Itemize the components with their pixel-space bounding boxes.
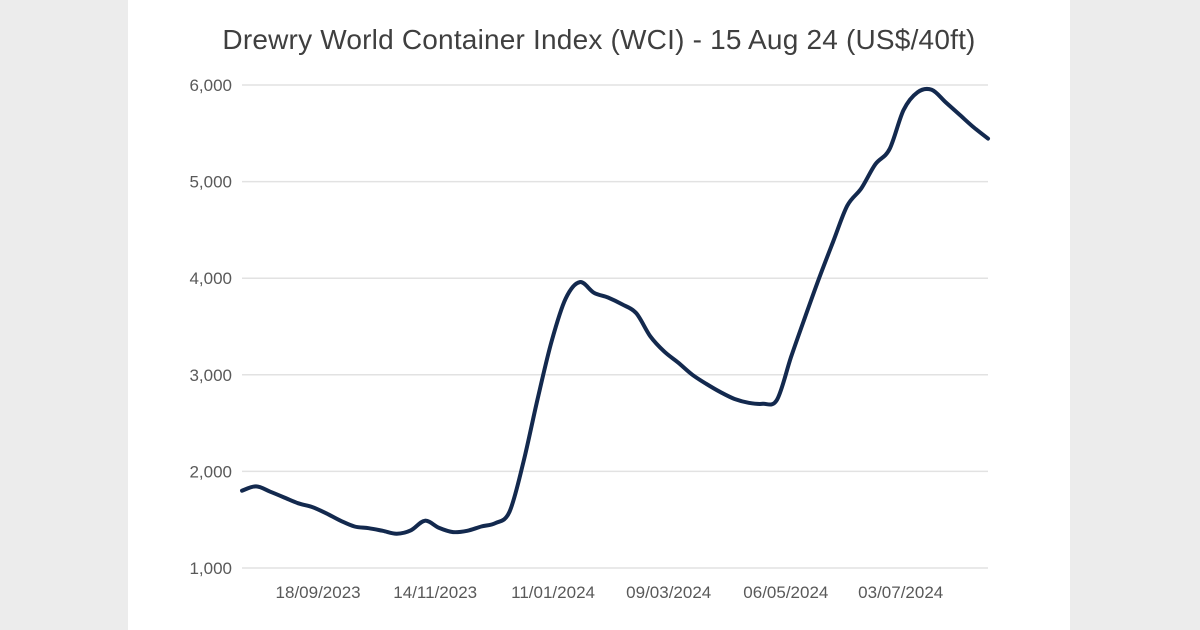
x-axis-label: 11/01/2024 bbox=[511, 583, 595, 602]
x-axis-label: 09/03/2024 bbox=[626, 583, 711, 602]
y-axis-label: 1,000 bbox=[189, 559, 232, 578]
wci-series-line bbox=[240, 86, 990, 536]
x-axis-label: 18/09/2023 bbox=[276, 583, 361, 602]
y-axis-label: 4,000 bbox=[189, 269, 232, 288]
chart-title: Drewry World Container Index (WCI) - 15 … bbox=[222, 24, 976, 55]
y-axis-label: 2,000 bbox=[189, 462, 232, 481]
x-axis-label: 03/07/2024 bbox=[858, 583, 943, 602]
y-axis-label: 5,000 bbox=[189, 173, 232, 192]
y-axis-label: 6,000 bbox=[189, 76, 232, 95]
wci-line-chart: 1,000 2,000 3,000 4,000 5,000 6,000 18/09/2023… bbox=[189, 76, 990, 602]
chart-card: Drewry World Container Index (WCI) - 15 … bbox=[128, 0, 1070, 630]
x-axis-label: 06/05/2024 bbox=[743, 583, 828, 602]
x-axis-label: 14/11/2023 bbox=[393, 583, 477, 602]
y-axis-label: 3,000 bbox=[189, 366, 232, 385]
